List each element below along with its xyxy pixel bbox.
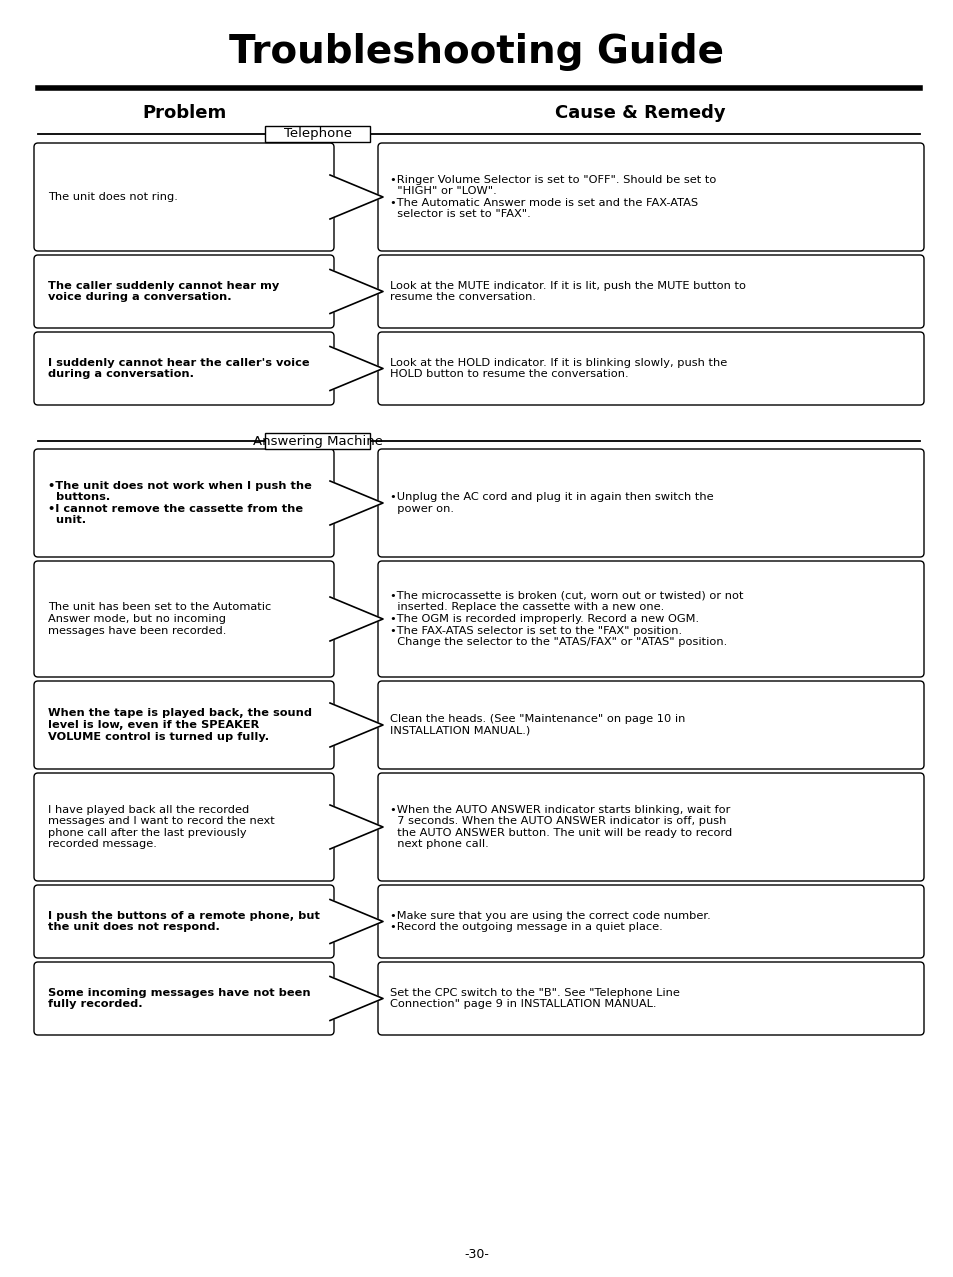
FancyBboxPatch shape <box>34 681 334 769</box>
Text: Problem: Problem <box>143 103 227 123</box>
Polygon shape <box>330 704 382 747</box>
FancyBboxPatch shape <box>377 143 923 252</box>
FancyBboxPatch shape <box>34 962 334 1034</box>
Text: Telephone: Telephone <box>284 128 352 140</box>
FancyBboxPatch shape <box>377 332 923 405</box>
Text: Set the CPC switch to the "B". See "Telephone Line
Connection" page 9 in INSTALL: Set the CPC switch to the "B". See "Tele… <box>390 987 679 1009</box>
FancyBboxPatch shape <box>34 143 334 252</box>
Polygon shape <box>330 805 382 849</box>
FancyBboxPatch shape <box>377 773 923 881</box>
Text: I push the buttons of a remote phone, but
the unit does not respond.: I push the buttons of a remote phone, bu… <box>48 911 319 932</box>
Polygon shape <box>330 977 382 1020</box>
FancyBboxPatch shape <box>34 450 334 557</box>
Polygon shape <box>330 598 382 641</box>
Polygon shape <box>330 175 382 218</box>
Polygon shape <box>330 899 382 944</box>
Text: •When the AUTO ANSWER indicator starts blinking, wait for
  7 seconds. When the : •When the AUTO ANSWER indicator starts b… <box>390 805 732 849</box>
FancyBboxPatch shape <box>34 885 334 958</box>
Text: When the tape is played back, the sound
level is low, even if the SPEAKER
VOLUME: When the tape is played back, the sound … <box>48 709 312 742</box>
FancyBboxPatch shape <box>377 561 923 677</box>
Text: Answering Machine: Answering Machine <box>253 434 382 447</box>
Polygon shape <box>330 269 382 313</box>
Polygon shape <box>330 481 382 525</box>
Text: Troubleshooting Guide: Troubleshooting Guide <box>230 33 723 72</box>
Text: •Make sure that you are using the correct code number.
•Record the outgoing mess: •Make sure that you are using the correc… <box>390 911 710 932</box>
Bar <box>265 433 370 450</box>
Text: Look at the MUTE indicator. If it is lit, push the MUTE button to
resume the con: Look at the MUTE indicator. If it is lit… <box>390 281 745 303</box>
FancyBboxPatch shape <box>377 255 923 328</box>
Text: Clean the heads. (See "Maintenance" on page 10 in
INSTALLATION MANUAL.): Clean the heads. (See "Maintenance" on p… <box>390 714 684 736</box>
FancyBboxPatch shape <box>377 450 923 557</box>
Text: The unit has been set to the Automatic
Answer mode, but no incoming
messages hav: The unit has been set to the Automatic A… <box>48 603 271 636</box>
FancyBboxPatch shape <box>34 561 334 677</box>
FancyBboxPatch shape <box>377 962 923 1034</box>
Text: The unit does not ring.: The unit does not ring. <box>48 192 177 202</box>
FancyBboxPatch shape <box>377 681 923 769</box>
Text: •The unit does not work when I push the
  buttons.
•I cannot remove the cassette: •The unit does not work when I push the … <box>48 480 312 525</box>
Text: Some incoming messages have not been
fully recorded.: Some incoming messages have not been ful… <box>48 987 311 1009</box>
Text: Cause & Remedy: Cause & Remedy <box>554 103 724 123</box>
Text: •The microcassette is broken (cut, worn out or twisted) or not
  inserted. Repla: •The microcassette is broken (cut, worn … <box>390 591 742 647</box>
Text: -30-: -30- <box>464 1249 489 1262</box>
FancyBboxPatch shape <box>34 255 334 328</box>
Polygon shape <box>330 346 382 391</box>
FancyBboxPatch shape <box>34 773 334 881</box>
Text: •Unplug the AC cord and plug it in again then switch the
  power on.: •Unplug the AC cord and plug it in again… <box>390 492 713 513</box>
Text: The caller suddenly cannot hear my
voice during a conversation.: The caller suddenly cannot hear my voice… <box>48 281 279 303</box>
FancyBboxPatch shape <box>34 332 334 405</box>
Text: I suddenly cannot hear the caller's voice
during a conversation.: I suddenly cannot hear the caller's voic… <box>48 358 310 379</box>
FancyBboxPatch shape <box>377 885 923 958</box>
Text: I have played back all the recorded
messages and I want to record the next
phone: I have played back all the recorded mess… <box>48 805 274 849</box>
Bar <box>265 126 370 142</box>
Text: Look at the HOLD indicator. If it is blinking slowly, push the
HOLD button to re: Look at the HOLD indicator. If it is bli… <box>390 358 726 379</box>
Text: •Ringer Volume Selector is set to "OFF". Should be set to
  "HIGH" or "LOW".
•Th: •Ringer Volume Selector is set to "OFF".… <box>390 175 716 220</box>
